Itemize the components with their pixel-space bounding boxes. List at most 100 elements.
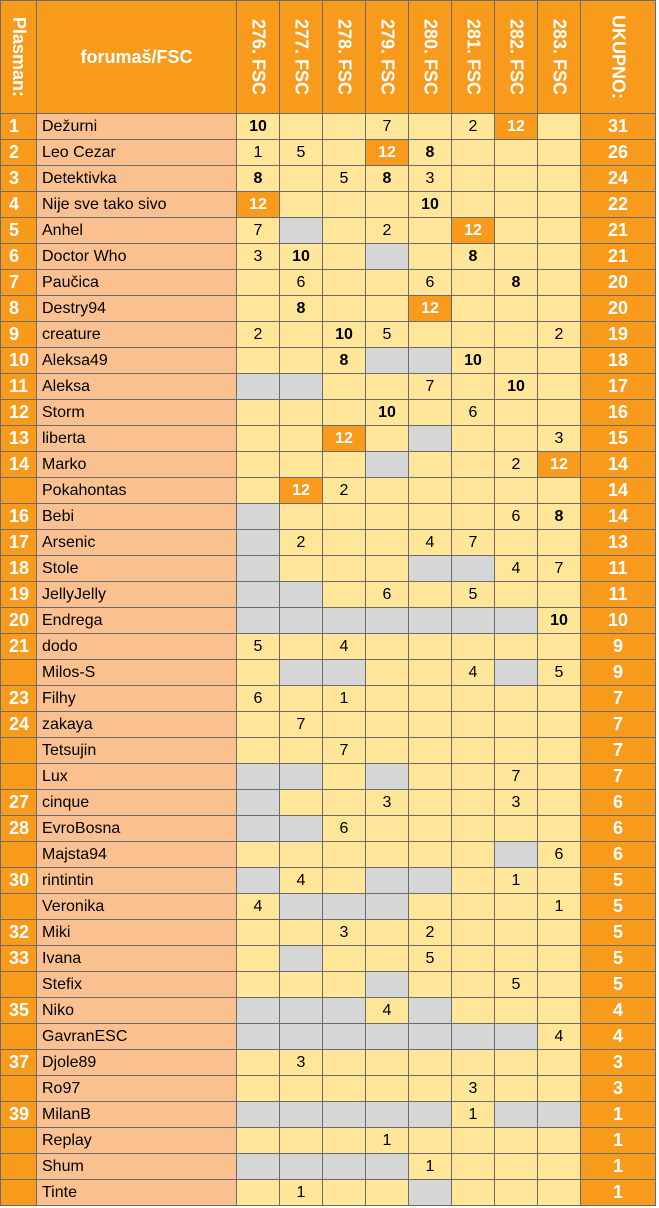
score-cell [538, 1076, 581, 1102]
score-cell [366, 1102, 409, 1128]
column-header: 276. FSC [237, 0, 280, 114]
score-cell [280, 998, 323, 1024]
score-cell [495, 1024, 538, 1050]
score-cell [237, 530, 280, 556]
score-cell [452, 1050, 495, 1076]
score-cell [237, 1050, 280, 1076]
score-cell [495, 946, 538, 972]
total-header: UKUPNO: [581, 0, 656, 114]
score-cell: 8 [538, 504, 581, 530]
score-cell [538, 296, 581, 322]
score-cell [538, 1180, 581, 1206]
score-cell [495, 166, 538, 192]
total-cell: 1 [581, 1154, 656, 1180]
score-cell [409, 426, 452, 452]
score-cell [366, 712, 409, 738]
score-cell [323, 764, 366, 790]
total-cell: 13 [581, 530, 656, 556]
score-cell [495, 296, 538, 322]
name-cell: liberta [37, 426, 237, 452]
score-cell [495, 816, 538, 842]
name-cell: dodo [37, 634, 237, 660]
score-cell [409, 556, 452, 582]
score-cell [280, 192, 323, 218]
column-header: 280. FSC [409, 0, 452, 114]
score-cell [538, 712, 581, 738]
score-cell [409, 582, 452, 608]
name-cell: Stole [37, 556, 237, 582]
total-cell: 9 [581, 634, 656, 660]
score-cell [366, 920, 409, 946]
score-cell: 5 [366, 322, 409, 348]
score-cell [237, 608, 280, 634]
score-cell [323, 192, 366, 218]
score-cell [452, 738, 495, 764]
score-cell: 8 [280, 296, 323, 322]
name-cell: Aleksa49 [37, 348, 237, 374]
score-cell: 2 [280, 530, 323, 556]
rank-cell: 4 [0, 192, 37, 218]
score-cell: 1 [452, 1102, 495, 1128]
score-cell: 3 [280, 1050, 323, 1076]
score-cell [538, 244, 581, 270]
score-cell: 2 [366, 218, 409, 244]
score-cell [366, 348, 409, 374]
total-cell: 4 [581, 1024, 656, 1050]
name-header: forumaš/FSC [37, 0, 237, 114]
name-cell: Majsta94 [37, 842, 237, 868]
total-cell: 14 [581, 452, 656, 478]
score-cell [280, 1076, 323, 1102]
rank-cell [0, 764, 37, 790]
total-cell: 5 [581, 868, 656, 894]
score-cell [323, 946, 366, 972]
score-cell [237, 660, 280, 686]
rank-cell [0, 478, 37, 504]
score-cell [323, 972, 366, 998]
score-cell [452, 1128, 495, 1154]
name-cell: Endrega [37, 608, 237, 634]
score-cell [323, 270, 366, 296]
score-cell [237, 270, 280, 296]
score-cell: 1 [366, 1128, 409, 1154]
score-cell [409, 738, 452, 764]
rank-cell [0, 660, 37, 686]
score-cell: 1 [538, 894, 581, 920]
score-cell [323, 1180, 366, 1206]
score-cell [409, 1128, 452, 1154]
rank-cell: 21 [0, 634, 37, 660]
name-cell: Storm [37, 400, 237, 426]
score-cell [409, 608, 452, 634]
score-cell [366, 296, 409, 322]
score-cell [495, 1050, 538, 1076]
score-cell: 3 [538, 426, 581, 452]
score-cell [452, 478, 495, 504]
score-cell [409, 712, 452, 738]
score-cell [280, 1024, 323, 1050]
score-cell: 7 [237, 218, 280, 244]
total-cell: 1 [581, 1128, 656, 1154]
score-cell [323, 452, 366, 478]
score-cell [409, 218, 452, 244]
score-cell: 10 [280, 244, 323, 270]
score-cell: 7 [409, 374, 452, 400]
total-cell: 1 [581, 1180, 656, 1206]
name-cell: Pokahontas [37, 478, 237, 504]
name-cell: Replay [37, 1128, 237, 1154]
total-cell: 21 [581, 244, 656, 270]
score-cell [280, 842, 323, 868]
score-cell: 5 [280, 140, 323, 166]
score-cell [323, 790, 366, 816]
score-cell: 3 [323, 920, 366, 946]
score-cell: 12 [280, 478, 323, 504]
score-cell [280, 400, 323, 426]
score-cell [323, 114, 366, 140]
rank-cell: 8 [0, 296, 37, 322]
score-cell [323, 530, 366, 556]
total-cell: 6 [581, 816, 656, 842]
name-cell: Tinte [37, 1180, 237, 1206]
score-cell: 6 [237, 686, 280, 712]
name-cell: Paučica [37, 270, 237, 296]
score-cell [237, 920, 280, 946]
score-cell [237, 972, 280, 998]
